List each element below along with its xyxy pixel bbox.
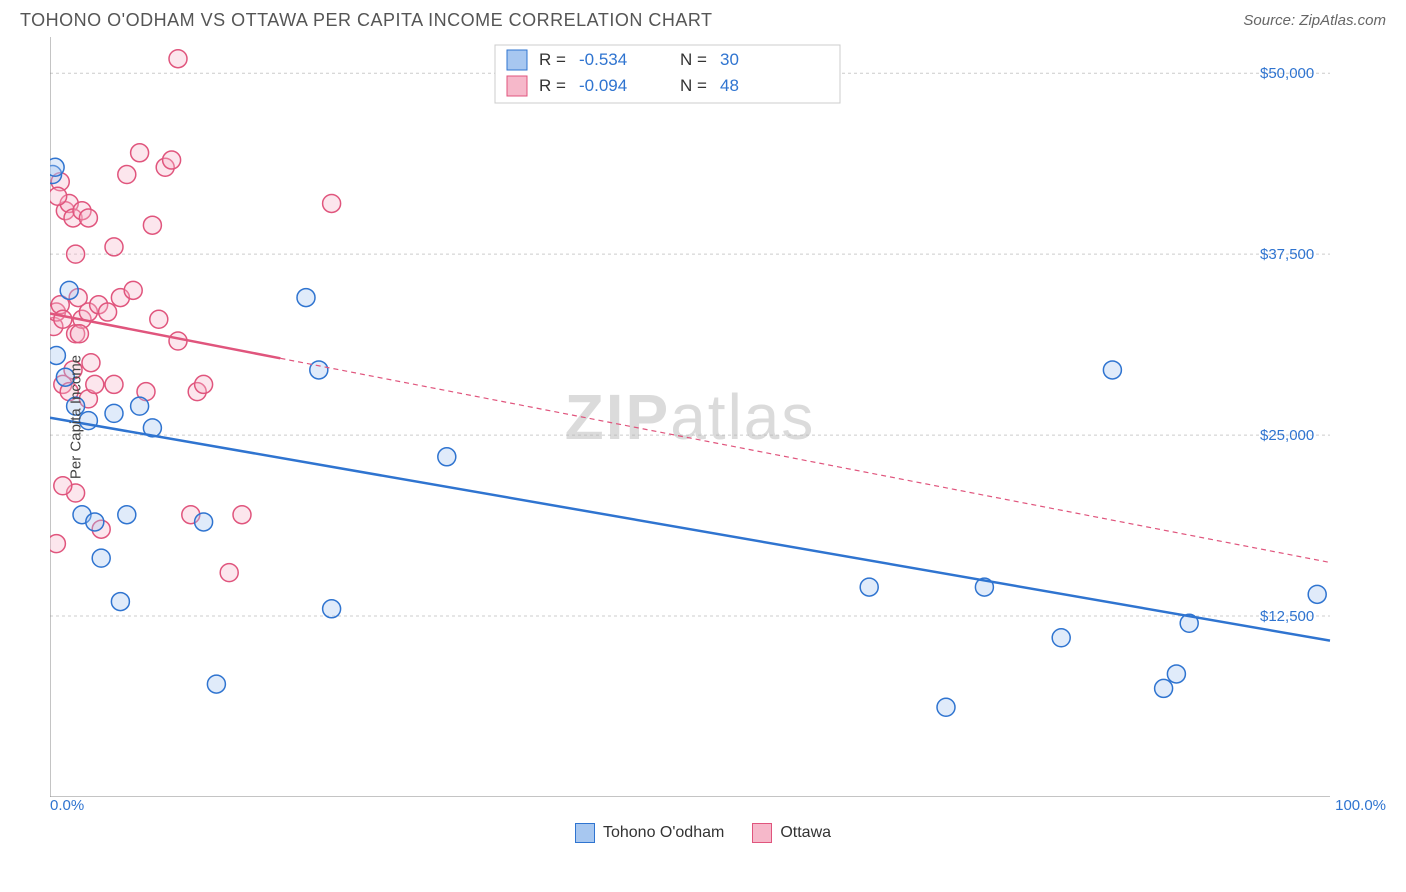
stat-n-label: N = bbox=[680, 76, 707, 95]
data-point bbox=[233, 506, 251, 524]
data-point bbox=[54, 477, 72, 495]
data-point bbox=[169, 50, 187, 68]
data-point bbox=[1103, 361, 1121, 379]
data-point bbox=[50, 346, 65, 364]
stat-r-value: -0.094 bbox=[579, 76, 627, 95]
stat-n-value: 30 bbox=[720, 50, 739, 69]
data-point bbox=[118, 166, 136, 184]
data-point bbox=[105, 404, 123, 422]
data-point bbox=[50, 187, 67, 205]
data-point bbox=[323, 600, 341, 618]
data-point bbox=[207, 675, 225, 693]
legend-swatch bbox=[507, 76, 527, 96]
y-tick-label: $50,000 bbox=[1260, 65, 1314, 82]
data-point bbox=[86, 513, 104, 531]
legend-label: Tohono O'odham bbox=[603, 824, 724, 842]
data-point bbox=[70, 325, 88, 343]
legend-item: Tohono O'odham bbox=[575, 823, 724, 843]
stat-r-label: R = bbox=[539, 76, 566, 95]
scatter-chart: $12,500 $25,000 $37,500 $50,000 ZIPatlas R =-… bbox=[50, 37, 1386, 797]
data-point bbox=[1167, 665, 1185, 683]
data-point bbox=[99, 303, 117, 321]
data-point bbox=[105, 375, 123, 393]
data-point bbox=[220, 564, 238, 582]
data-point bbox=[310, 361, 328, 379]
data-point bbox=[131, 144, 149, 162]
data-point bbox=[92, 549, 110, 567]
y-axis-label: Per Capita Income bbox=[68, 355, 85, 479]
data-point bbox=[323, 194, 341, 212]
data-point bbox=[118, 506, 136, 524]
data-point bbox=[150, 310, 168, 328]
data-point bbox=[195, 375, 213, 393]
data-point bbox=[143, 216, 161, 234]
legend-swatch bbox=[575, 823, 595, 843]
x-axis-max-label: 100.0% bbox=[1335, 797, 1386, 814]
data-point bbox=[860, 578, 878, 596]
data-point bbox=[438, 448, 456, 466]
chart-legend: Tohono O'odham Ottawa bbox=[0, 823, 1406, 843]
data-point bbox=[50, 535, 65, 553]
source-attribution: Source: ZipAtlas.com bbox=[1243, 12, 1386, 29]
data-point bbox=[937, 698, 955, 716]
stat-r-label: R = bbox=[539, 50, 566, 69]
data-point bbox=[195, 513, 213, 531]
y-tick-label: $25,000 bbox=[1260, 427, 1314, 444]
data-point bbox=[1052, 629, 1070, 647]
legend-label: Ottawa bbox=[780, 824, 831, 842]
y-tick-label: $37,500 bbox=[1260, 246, 1314, 263]
legend-swatch bbox=[507, 50, 527, 70]
data-point bbox=[60, 281, 78, 299]
watermark: ZIPatlas bbox=[565, 381, 816, 453]
x-axis-min-label: 0.0% bbox=[50, 797, 84, 814]
data-point bbox=[124, 281, 142, 299]
data-point bbox=[1155, 679, 1173, 697]
data-point bbox=[86, 375, 104, 393]
data-point bbox=[67, 245, 85, 263]
stat-n-label: N = bbox=[680, 50, 707, 69]
stat-n-value: 48 bbox=[720, 76, 739, 95]
stat-r-value: -0.534 bbox=[579, 50, 627, 69]
data-point bbox=[169, 332, 187, 350]
data-point bbox=[297, 289, 315, 307]
data-point bbox=[163, 151, 181, 169]
chart-title: TOHONO O'ODHAM VS OTTAWA PER CAPITA INCO… bbox=[20, 10, 713, 31]
y-tick-label: $12,500 bbox=[1260, 608, 1314, 625]
legend-item: Ottawa bbox=[752, 823, 831, 843]
data-point bbox=[111, 593, 129, 611]
data-point bbox=[50, 158, 64, 176]
data-point bbox=[131, 397, 149, 415]
data-point bbox=[79, 209, 97, 227]
data-point bbox=[54, 310, 72, 328]
legend-swatch bbox=[752, 823, 772, 843]
data-point bbox=[1308, 585, 1326, 603]
data-point bbox=[105, 238, 123, 256]
data-point bbox=[82, 354, 100, 372]
